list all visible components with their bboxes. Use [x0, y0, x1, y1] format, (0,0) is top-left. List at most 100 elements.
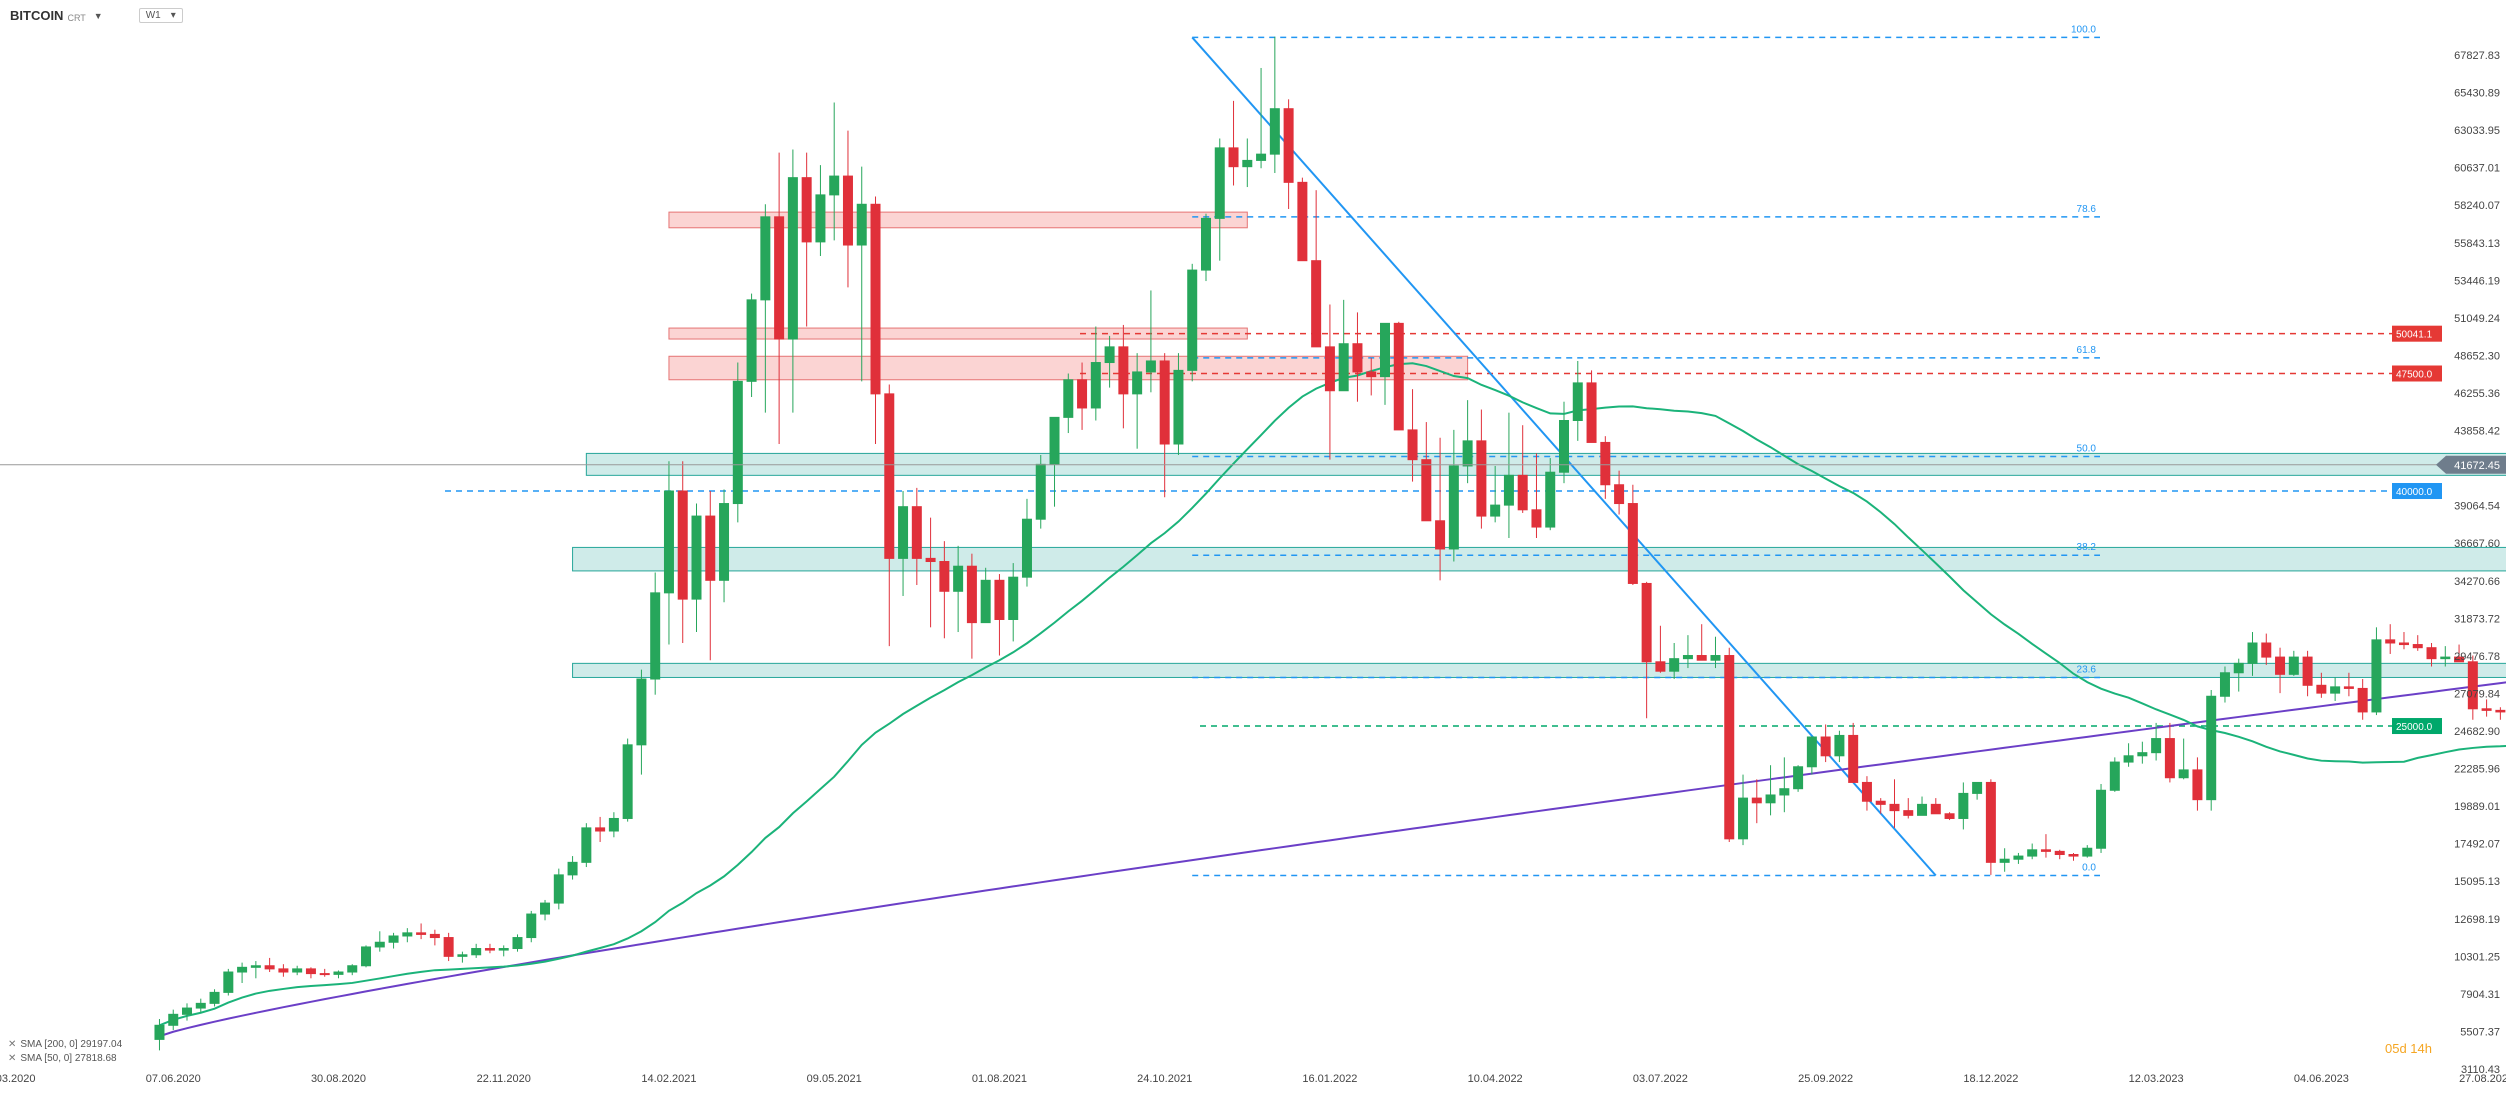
candle-body[interactable]: [1297, 181, 1308, 262]
candle-body[interactable]: [1421, 459, 1432, 522]
candle-body[interactable]: [2288, 656, 2299, 675]
candle-body[interactable]: [2068, 854, 2079, 857]
candle-body[interactable]: [2233, 662, 2244, 674]
candle-body[interactable]: [2261, 642, 2272, 658]
legend-sma50[interactable]: ✕ SMA [50, 0] 27818.68: [8, 1052, 122, 1066]
candle-body[interactable]: [2040, 849, 2051, 852]
candle-body[interactable]: [581, 827, 592, 863]
candle-body[interactable]: [1187, 269, 1198, 371]
candle-body[interactable]: [1021, 518, 1032, 578]
candle-body[interactable]: [1600, 441, 1611, 486]
candle-body[interactable]: [1380, 322, 1390, 378]
candle-body[interactable]: [498, 948, 509, 951]
candle-body[interactable]: [540, 902, 551, 915]
candle-body[interactable]: [2275, 656, 2286, 675]
candle-body[interactable]: [1641, 582, 1652, 663]
candle-body[interactable]: [1393, 322, 1404, 431]
candle-body[interactable]: [195, 1002, 206, 1009]
candle-body[interactable]: [278, 968, 289, 973]
candle-body[interactable]: [1104, 346, 1115, 364]
candle-body[interactable]: [1765, 794, 1776, 804]
candle-body[interactable]: [250, 965, 261, 968]
candle-body[interactable]: [719, 503, 730, 581]
candle-body[interactable]: [2357, 687, 2368, 713]
candle-body[interactable]: [1848, 734, 1859, 783]
candle-body[interactable]: [1118, 346, 1129, 395]
candle-body[interactable]: [1077, 379, 1088, 409]
candle-body[interactable]: [2247, 642, 2258, 664]
candle-body[interactable]: [2054, 850, 2065, 856]
candle-body[interactable]: [1985, 781, 1996, 863]
candle-body[interactable]: [2027, 849, 2038, 857]
candle-body[interactable]: [2082, 847, 2093, 857]
candle-body[interactable]: [2164, 738, 2175, 779]
candle-body[interactable]: [1917, 803, 1928, 816]
candle-body[interactable]: [1448, 465, 1459, 550]
candle-body[interactable]: [2385, 639, 2396, 644]
candle-body[interactable]: [787, 177, 798, 340]
candle-body[interactable]: [677, 490, 688, 600]
symbol-name[interactable]: BITCOIN: [10, 8, 64, 23]
candle-body[interactable]: [1503, 474, 1514, 506]
candle-body[interactable]: [1269, 108, 1280, 155]
candle-body[interactable]: [1173, 369, 1184, 445]
candle-body[interactable]: [1710, 655, 1721, 661]
candle-body[interactable]: [898, 506, 909, 559]
candle-body[interactable]: [237, 966, 248, 973]
candle-body[interactable]: [2343, 686, 2354, 689]
candle-body[interactable]: [1352, 343, 1363, 373]
candle-body[interactable]: [1572, 382, 1583, 422]
candle-body[interactable]: [1366, 371, 1377, 378]
candle-body[interactable]: [994, 579, 1005, 620]
candle-body[interactable]: [223, 971, 234, 993]
candle-body[interactable]: [1779, 788, 1790, 796]
candle-body[interactable]: [1008, 576, 1019, 620]
candle-body[interactable]: [1256, 153, 1267, 161]
candle-body[interactable]: [1435, 520, 1446, 550]
candle-body[interactable]: [608, 817, 619, 832]
candle-body[interactable]: [842, 175, 853, 246]
candle-body[interactable]: [622, 744, 633, 819]
candle-body[interactable]: [1063, 379, 1074, 418]
candle-body[interactable]: [1338, 343, 1349, 392]
candle-body[interactable]: [1999, 858, 2010, 863]
candle-body[interactable]: [553, 874, 564, 904]
candle-body[interactable]: [966, 565, 977, 624]
candle-body[interactable]: [1820, 736, 1831, 757]
candle-body[interactable]: [2123, 755, 2134, 763]
candle-body[interactable]: [2440, 656, 2451, 660]
candle-body[interactable]: [1889, 803, 1900, 812]
candle-body[interactable]: [1669, 658, 1680, 672]
candle-body[interactable]: [292, 968, 303, 973]
candle-body[interactable]: [980, 579, 991, 624]
candle-body[interactable]: [1035, 463, 1046, 520]
candle-body[interactable]: [1132, 371, 1143, 395]
candle-body[interactable]: [1214, 147, 1225, 219]
candle-body[interactable]: [443, 937, 454, 957]
candle-body[interactable]: [1861, 781, 1872, 802]
candle-body[interactable]: [1200, 217, 1211, 271]
candle-body[interactable]: [1696, 655, 1707, 661]
candle-body[interactable]: [361, 946, 372, 967]
candle-body[interactable]: [801, 177, 812, 243]
candle-body[interactable]: [1324, 346, 1335, 392]
candle-body[interactable]: [1283, 108, 1294, 183]
candle-body[interactable]: [2371, 639, 2382, 713]
candle-body[interactable]: [154, 1024, 165, 1040]
candle-body[interactable]: [2302, 656, 2313, 686]
candle-body[interactable]: [1490, 504, 1501, 517]
candle-body[interactable]: [567, 861, 578, 876]
candle-body[interactable]: [746, 299, 757, 382]
candle-body[interactable]: [939, 561, 950, 592]
candle-body[interactable]: [856, 203, 867, 246]
candle-body[interactable]: [2192, 769, 2203, 801]
candle-body[interactable]: [429, 933, 440, 939]
candle-body[interactable]: [663, 490, 674, 594]
candle-body[interactable]: [2013, 855, 2024, 860]
candle-body[interactable]: [374, 941, 385, 948]
candle-body[interactable]: [2481, 708, 2492, 711]
candle-body[interactable]: [2467, 661, 2478, 710]
candle-body[interactable]: [2495, 709, 2506, 713]
candle-body[interactable]: [1462, 440, 1473, 467]
close-icon[interactable]: ✕: [8, 1039, 17, 1050]
